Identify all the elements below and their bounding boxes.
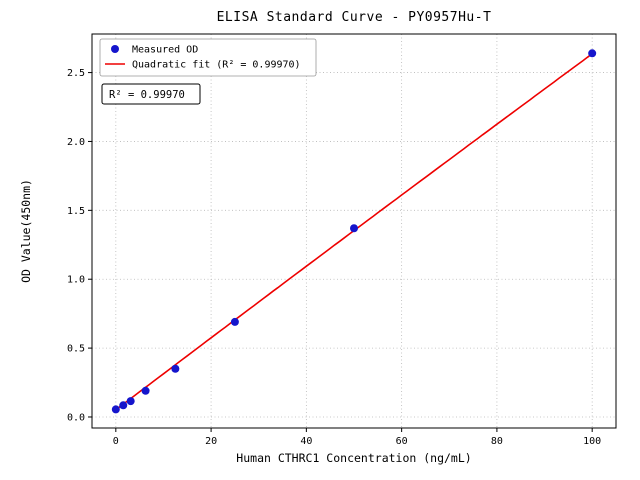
data-point <box>111 405 120 414</box>
data-point <box>588 49 597 58</box>
x-tick-label: 20 <box>205 436 217 447</box>
x-tick-label: 0 <box>113 436 119 447</box>
data-point <box>350 224 358 233</box>
x-tick-label: 40 <box>300 436 312 447</box>
legend: Measured OD Quadratic fit (R² = 0.99970) <box>99 38 317 77</box>
x-tick-label: 60 <box>396 436 408 447</box>
data-point <box>171 364 180 373</box>
chart-title: ELISA Standard Curve - PY0957Hu-T <box>217 10 492 25</box>
data-point <box>141 386 150 395</box>
x-tick-label: 100 <box>583 436 601 447</box>
legend-label-quadratic-fit: Quadratic fit (R² = 0.99970) <box>132 60 301 71</box>
y-axis-label: OD Value(450nm) <box>19 179 33 283</box>
legend-scatter-marker-icon <box>111 45 119 53</box>
legend-label-measured-od: Measured OD <box>132 45 198 56</box>
r-squared-annotation: R² = 0.99970 <box>101 83 201 105</box>
data-point <box>119 401 128 410</box>
legend-box <box>99 38 317 77</box>
y-tick-label: 0.0 <box>67 412 85 423</box>
data-point <box>230 317 239 326</box>
y-tick-label: 0.5 <box>67 344 85 355</box>
y-tick-label: 2.0 <box>67 137 85 148</box>
annotation-box <box>101 83 201 105</box>
y-tick-label: 1.5 <box>67 206 85 217</box>
annotation-text: R² = 0.99970 <box>109 89 185 101</box>
y-tick-label: 1.0 <box>67 275 85 286</box>
x-tick-label: 80 <box>491 436 503 447</box>
x-axis-label: Human CTHRC1 Concentration (ng/mL) <box>236 451 471 465</box>
y-tick-label: 2.5 <box>67 68 85 79</box>
axes-border <box>91 33 617 429</box>
data-point <box>126 397 135 406</box>
